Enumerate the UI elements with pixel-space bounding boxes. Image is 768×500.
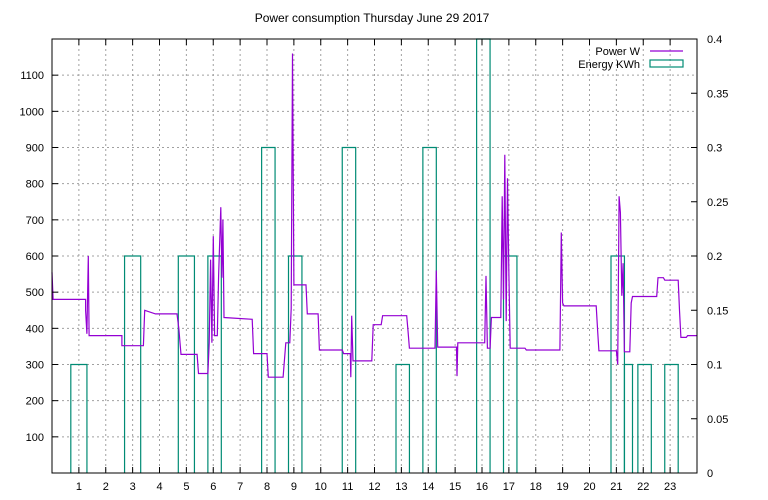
y-tick-label: 800 [26, 179, 44, 191]
y-tick-label: 700 [26, 215, 44, 227]
energy-bar [395, 363, 411, 473]
x-tick-label: 5 [183, 481, 189, 493]
y-tick-label: 600 [26, 251, 44, 263]
grid-layer [52, 39, 697, 473]
y2-tick-label: 0.15 [707, 305, 728, 317]
chart-title: Power consumption Thursday June 29 2017 [255, 11, 490, 25]
x-tick-label: 13 [395, 481, 407, 493]
y-tick-label: 400 [26, 323, 44, 335]
energy-bar [422, 146, 437, 473]
legend-swatch-energy [649, 59, 684, 68]
x-tick-label: 15 [449, 481, 461, 493]
energy-bar [177, 255, 196, 473]
energy-bar [287, 255, 303, 473]
x-tick-label: 11 [342, 481, 353, 493]
y-tick-label: 1000 [20, 106, 44, 118]
y-tick-label: 1100 [20, 70, 44, 82]
legend-label-energy: Energy KWh [578, 59, 640, 71]
x-tick-label: 16 [476, 481, 488, 493]
x-tick-label: 4 [156, 481, 162, 493]
energy-bar [664, 363, 679, 473]
x-tick-label: 6 [210, 481, 216, 493]
y2-tick-label: 0.3 [707, 143, 722, 155]
energy-bar [123, 255, 142, 473]
power-line [51, 53, 697, 378]
y-tick-label: 300 [26, 360, 44, 372]
axis-layer: 1 2 3 4 5 6 7 8 9 10 11 12 13 14 15 16 17 18 19 20 21 22 23100… [20, 34, 729, 493]
x-tick-label: 14 [422, 481, 434, 493]
power-series [51, 53, 697, 378]
x-tick-label: 7 [237, 481, 243, 493]
y-tick-label: 200 [26, 396, 44, 408]
energy-bar [70, 363, 88, 473]
x-tick-label: 1 [76, 481, 82, 493]
energy-bar [261, 146, 276, 473]
x-tick-label: 18 [530, 481, 542, 493]
x-tick-label: 22 [637, 481, 649, 493]
x-tick-label: 21 [610, 481, 622, 493]
x-tick-label: 2 [103, 481, 109, 493]
energy-bar [623, 363, 634, 473]
x-tick-label: 9 [291, 481, 297, 493]
x-tick-label: 10 [315, 481, 327, 493]
x-tick-label: 12 [368, 481, 380, 493]
y2-tick-label: 0.1 [707, 360, 722, 372]
legend-label-power: Power W [595, 46, 640, 58]
y2-tick-label: 0.2 [707, 251, 722, 263]
x-tick-label: 17 [503, 481, 515, 493]
y-tick-label: 500 [26, 287, 44, 299]
x-tick-label: 19 [557, 481, 569, 493]
y-tick-label: 100 [26, 432, 44, 444]
y2-tick-label: 0 [707, 468, 713, 480]
energy-series [70, 38, 679, 473]
x-tick-label: 23 [664, 481, 676, 493]
x-tick-label: 3 [130, 481, 136, 493]
y-tick-label: 900 [26, 143, 44, 155]
y2-tick-label: 0.4 [707, 34, 722, 46]
x-tick-label: 20 [583, 481, 595, 493]
energy-bar [502, 255, 518, 473]
y2-tick-label: 0.05 [707, 414, 728, 426]
energy-bar [637, 363, 652, 473]
y2-tick-label: 0.25 [707, 197, 728, 209]
y2-tick-label: 0.35 [707, 88, 728, 100]
x-tick-label: 8 [264, 481, 270, 493]
energy-bar [341, 146, 357, 473]
